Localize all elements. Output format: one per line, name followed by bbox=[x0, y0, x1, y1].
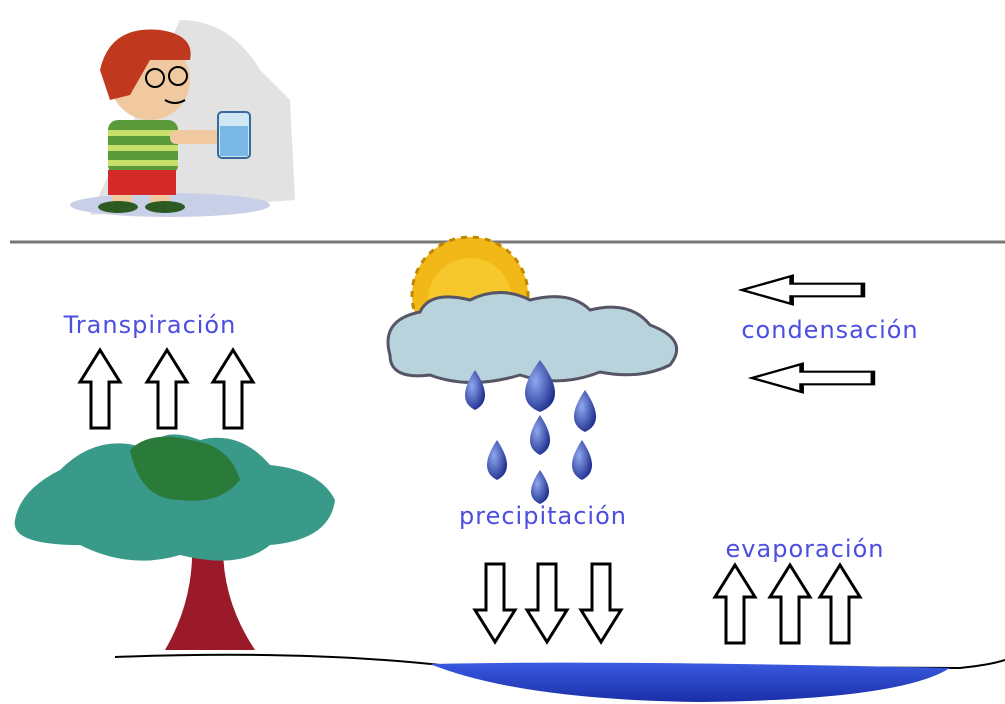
evaporation-arrows bbox=[715, 565, 860, 643]
precipitation-label: precipitación bbox=[459, 502, 627, 530]
tree bbox=[15, 434, 335, 650]
water-cycle-diagram: Transpiración condensación precipitación… bbox=[0, 0, 1005, 704]
boy-illustration bbox=[70, 20, 295, 217]
transpiration-arrows bbox=[80, 350, 253, 428]
lake bbox=[430, 663, 950, 702]
evaporation-label: evaporación bbox=[726, 535, 885, 563]
transpiration-label: Transpiración bbox=[63, 311, 237, 339]
condensation-label: condensación bbox=[741, 316, 918, 344]
cloud bbox=[388, 293, 677, 383]
precipitation-arrows bbox=[475, 564, 621, 642]
